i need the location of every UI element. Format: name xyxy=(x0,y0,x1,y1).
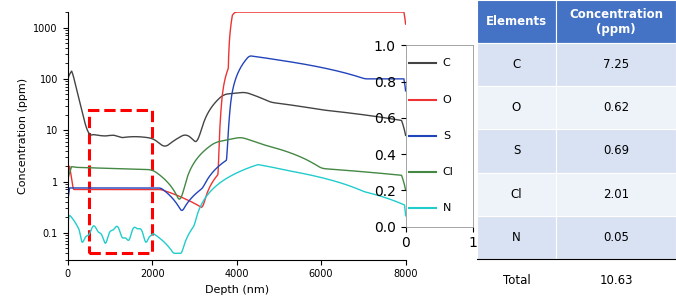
FancyBboxPatch shape xyxy=(556,43,676,86)
FancyBboxPatch shape xyxy=(556,0,676,43)
FancyBboxPatch shape xyxy=(477,43,556,86)
Text: Cl: Cl xyxy=(443,167,454,177)
Text: 0.69: 0.69 xyxy=(603,144,629,158)
Text: S: S xyxy=(513,144,520,158)
FancyBboxPatch shape xyxy=(477,259,556,302)
Text: 7.25: 7.25 xyxy=(603,58,629,71)
FancyBboxPatch shape xyxy=(556,216,676,259)
Text: 2.01: 2.01 xyxy=(603,188,629,201)
FancyBboxPatch shape xyxy=(477,0,556,43)
Text: Concentration
(ppm): Concentration (ppm) xyxy=(569,8,663,36)
Text: 0.62: 0.62 xyxy=(603,101,629,114)
FancyBboxPatch shape xyxy=(556,172,676,216)
Text: O: O xyxy=(443,95,452,105)
Text: 10.63: 10.63 xyxy=(600,274,633,287)
FancyBboxPatch shape xyxy=(477,86,556,130)
FancyBboxPatch shape xyxy=(556,130,676,172)
FancyBboxPatch shape xyxy=(477,130,556,172)
Y-axis label: Concentration (ppm): Concentration (ppm) xyxy=(18,78,28,194)
FancyBboxPatch shape xyxy=(477,172,556,216)
Text: Cl: Cl xyxy=(510,188,523,201)
Text: O: O xyxy=(512,101,521,114)
Text: N: N xyxy=(512,231,521,244)
Text: Elements: Elements xyxy=(486,15,547,28)
FancyBboxPatch shape xyxy=(556,259,676,302)
Text: C: C xyxy=(512,58,521,71)
Text: 0.05: 0.05 xyxy=(603,231,629,244)
X-axis label: Depth (nm): Depth (nm) xyxy=(205,285,268,295)
Text: S: S xyxy=(443,131,450,141)
FancyBboxPatch shape xyxy=(477,216,556,259)
Text: C: C xyxy=(443,58,450,69)
Text: N: N xyxy=(443,203,451,214)
Text: Total: Total xyxy=(502,274,531,287)
FancyBboxPatch shape xyxy=(556,86,676,130)
